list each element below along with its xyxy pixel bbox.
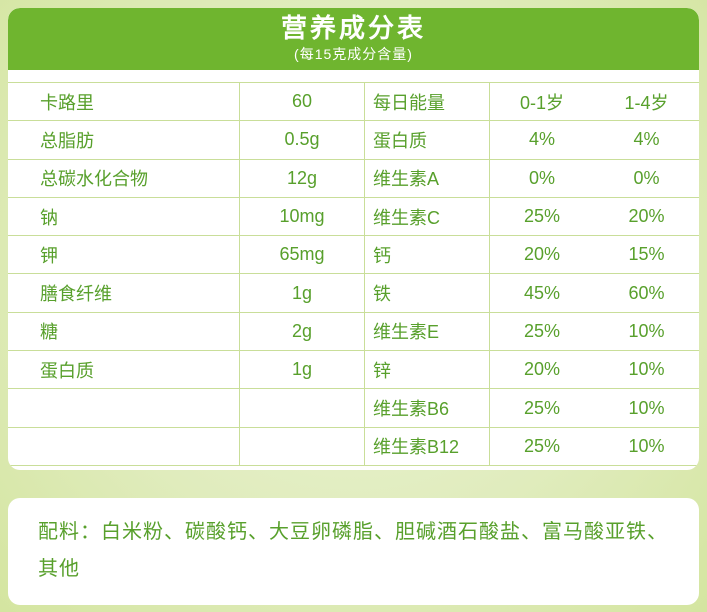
table-row: 糖 2g 维生素E 25% 10% (8, 312, 699, 352)
ingredients-label: 配料： (38, 521, 101, 544)
table-row: 蛋白质 1g 锌 20% 10% (8, 351, 699, 390)
nutrient-amount-cell: 12g (240, 159, 365, 197)
table-row: 钠 10mg 维生素C 25% 20% (8, 197, 699, 237)
age-0-1-value-cell: 20% (523, 359, 561, 380)
daily-value-item-cell: 维生素A (365, 159, 490, 197)
daily-value-item-cell: 维生素B6 (365, 389, 490, 427)
nutrient-name-cell (8, 389, 240, 427)
table-row: 维生素B12 25% 10% (8, 427, 699, 466)
table-row: 总脂肪 0.5g 蛋白质 4% 4% (8, 121, 699, 160)
age-1-4-value-cell: 0% (633, 167, 660, 188)
age-1-4-value-cell: 10% (628, 320, 665, 341)
nutrition-table: 卡路里 60 每日能量 0-1岁 1-4岁 总脂肪 0.5g 蛋白质 4% 4%… (8, 82, 699, 466)
age-1-4-value-cell: 4% (633, 129, 660, 150)
table-row: 膳食纤维 1g 铁 45% 60% (8, 274, 699, 313)
nutrient-amount-cell: 0.5g (240, 121, 365, 159)
table-row: 维生素B6 25% 10% (8, 389, 699, 428)
serving-size-note: (每15克成分含量) (294, 46, 413, 63)
nutrient-name-cell: 总碳水化合物 (8, 159, 240, 197)
nutrient-name-cell: 膳食纤维 (8, 274, 240, 312)
age-0-1-value-cell: 0-1岁 (519, 92, 564, 113)
page-title: 营养成分表 (280, 12, 426, 43)
daily-value-item-cell: 每日能量 (365, 83, 490, 121)
nutrient-name-cell: 糖 (8, 312, 240, 351)
age-0-1-value-cell: 20% (523, 244, 561, 265)
age-1-4-value-cell: 60% (628, 282, 665, 303)
daily-value-item-cell: 维生素E (365, 312, 490, 351)
nutrient-amount-cell (240, 427, 365, 465)
daily-value-item-cell: 维生素B12 (365, 427, 490, 465)
nutrient-name-cell: 蛋白质 (8, 351, 240, 389)
nutrient-name-cell: 总脂肪 (8, 121, 240, 159)
age-0-1-value-cell: 0% (528, 167, 555, 188)
ingredients-list: 白米粉、碳酸钙、大豆卵磷脂、胆碱酒石酸盐、富马酸亚铁、 其他 (38, 521, 668, 581)
nutrient-amount-cell: 2g (240, 312, 365, 351)
nutrient-amount-cell: 10mg (240, 197, 365, 236)
nutrient-name-cell: 卡路里 (8, 83, 240, 121)
nutrition-facts-card: 营养成分表 (每15克成分含量) 卡路里 60 每日能量 0-1岁 1-4岁 总… (8, 8, 699, 470)
nutrient-name-cell: 钾 (8, 236, 240, 274)
daily-value-item-cell: 铁 (365, 274, 490, 312)
age-1-4-value-cell: 1-4岁 (624, 92, 669, 113)
nutrient-name-cell (8, 427, 240, 465)
daily-value-item-cell: 钙 (365, 236, 490, 274)
age-0-1-value-cell: 25% (523, 397, 561, 418)
nutrient-amount-cell: 65mg (240, 236, 365, 274)
age-1-4-value-cell: 10% (628, 359, 665, 380)
nutrient-amount-cell: 1g (240, 351, 365, 389)
age-0-1-value-cell: 25% (523, 320, 561, 341)
daily-value-item-cell: 维生素C (365, 197, 490, 236)
daily-value-item-cell: 蛋白质 (365, 121, 490, 159)
age-1-4-value-cell: 15% (628, 244, 665, 265)
age-0-1-value-cell: 45% (523, 282, 561, 303)
daily-value-item-cell: 锌 (365, 351, 490, 389)
ingredients-card: 配料：白米粉、碳酸钙、大豆卵磷脂、胆碱酒石酸盐、富马酸亚铁、 其他 (8, 497, 699, 605)
age-0-1-value-cell: 25% (523, 206, 561, 227)
age-0-1-value-cell: 4% (528, 129, 555, 150)
age-1-4-value-cell: 10% (628, 435, 665, 456)
nutrient-name-cell: 钠 (8, 197, 240, 236)
table-row: 总碳水化合物 12g 维生素A 0% 0% (8, 159, 699, 198)
ingredients-text: 配料：白米粉、碳酸钙、大豆卵磷脂、胆碱酒石酸盐、富马酸亚铁、 其他 (38, 514, 669, 588)
age-0-1-value-cell: 25% (523, 435, 561, 456)
nutrient-amount-cell: 1g (240, 274, 365, 312)
table-row: 卡路里 60 每日能量 0-1岁 1-4岁 (8, 83, 699, 122)
nutrient-amount-cell (240, 389, 365, 427)
age-1-4-value-cell: 20% (628, 206, 665, 227)
nutrient-amount-cell: 60 (240, 83, 365, 121)
table-row: 钾 65mg 钙 20% 15% (8, 236, 699, 275)
nutrition-table-header: 营养成分表 (每15克成分含量) (8, 8, 699, 70)
age-1-4-value-cell: 10% (628, 397, 665, 418)
